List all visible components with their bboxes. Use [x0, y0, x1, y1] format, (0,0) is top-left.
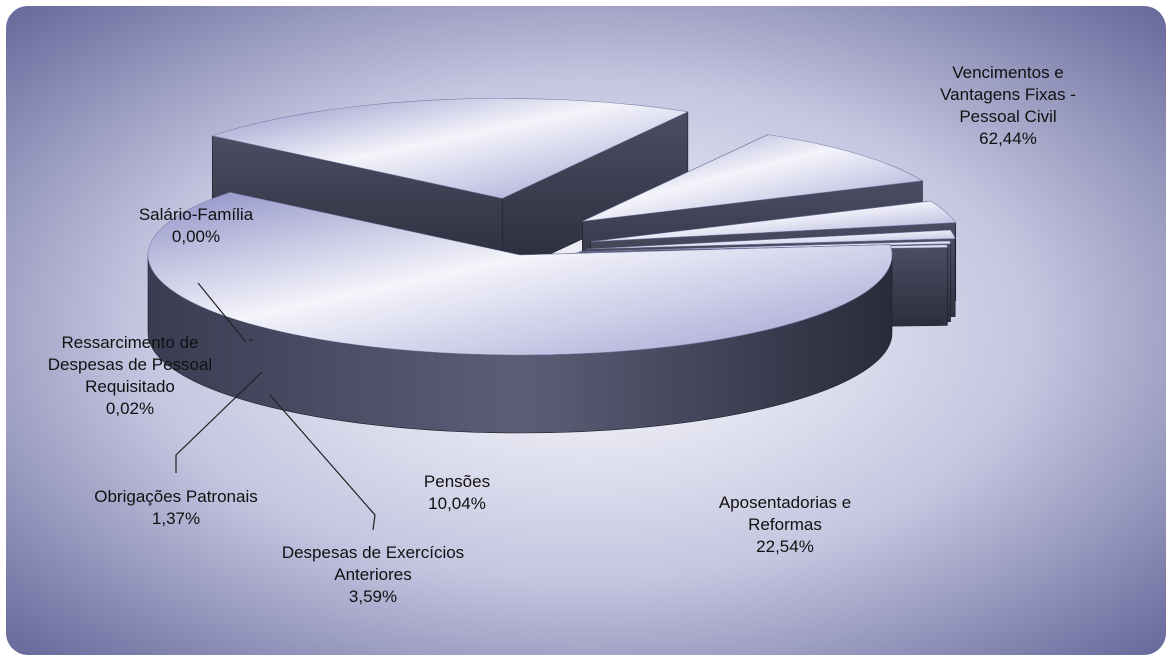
- slice-label-pensoes: Pensões 10,04%: [424, 472, 490, 513]
- leader-lines: [175, 282, 376, 531]
- slice-label-salario-familia: Salário-Família 0,00%: [139, 205, 254, 246]
- slice-label-obrigacoes-patronais: Obrigações Patronais 1,37%: [94, 487, 257, 528]
- leader-line-salario-familia: [197, 282, 247, 343]
- slice-label-aposentadorias-e-reformas: Aposentadorias e Reformas 22,54%: [719, 493, 851, 556]
- slice-label-ressarcimento-de-despesas-de-pessoal-requisitado: Ressarcimento de Despesas de Pessoal Requi…: [48, 333, 212, 418]
- pie-slice-vencimentos-e-vantagens-fixas-pessoal-civil: [147, 191, 893, 434]
- slice-label-despesas-de-exercicios-anteriores: Despesas de Exercícios Anteriores 3,59%: [282, 543, 464, 606]
- leader-line-obrigacoes-patronais: [175, 371, 263, 473]
- labels-layer: Vencimentos e Vantagens Fixas -Pessoal Ci…: [48, 63, 1076, 606]
- slice-label-vencimentos-e-vantagens-fixas-pessoal-civil: Vencimentos e Vantagens Fixas -Pessoal Ci…: [940, 63, 1076, 148]
- leader-line-despesas-de-exercicios-anteriores: [269, 394, 376, 531]
- slices-layer: [147, 98, 957, 434]
